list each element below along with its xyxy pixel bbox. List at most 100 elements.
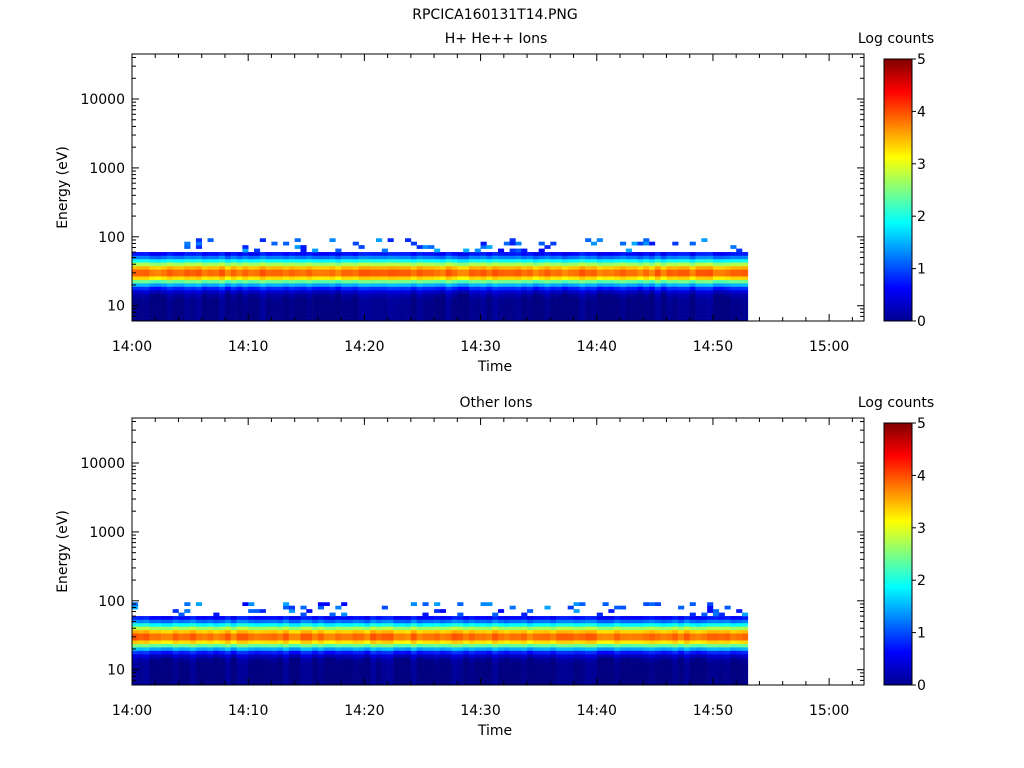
spectrogram-cell [329,310,336,315]
spectrogram-cell [678,286,685,291]
spectrogram-cell [254,286,261,291]
spectrogram-cell [521,667,528,672]
spectrogram-cell [579,258,586,263]
spectrogram-cell [288,664,295,669]
spectrogram-cell [300,643,307,648]
spectrogram-cell [137,279,144,284]
spectrogram-cell [387,674,394,679]
spectrogram-cell [271,252,278,256]
spectrogram-cell [242,636,249,641]
spectrogram-cell [166,653,173,658]
spectrogram-cell [561,674,569,679]
spectrogram-cell [463,265,470,270]
spectrogram-cell [143,678,150,682]
spectrogram-cell [561,629,569,634]
spectrogram-cell [445,671,452,675]
spectrogram-cell [486,619,493,624]
spectrogram-cell [596,657,603,662]
spectrogram-cell [376,317,383,321]
spectrogram-cell [527,681,534,685]
spectrogram-cell [730,633,737,638]
spectrogram-cell [184,303,191,308]
spectrogram-cell [428,310,435,315]
spectrogram-cell [259,671,266,675]
spectrogram-cell [631,314,638,318]
spectrogram-cell [474,276,481,280]
spectrogram-cell [213,640,220,644]
spectrogram-cell [457,636,464,641]
spectrogram-cell [346,303,354,308]
spectrogram-cell [544,255,551,260]
spectrogram-cell [451,626,458,631]
spectrogram-cell [538,262,545,267]
spectrogram-cell [178,279,185,284]
spectrogram-cell [213,283,220,287]
spectrogram-cell [683,636,691,641]
spectrogram-cell [666,626,673,631]
spectrogram-cell [550,269,557,274]
spectrogram-cell [399,262,406,267]
spectrogram-cell [527,657,534,662]
spectrogram-cell [422,629,429,634]
spectrogram-cell [410,262,417,267]
spectrogram-cell [631,626,638,631]
spectrogram-cell [161,289,168,294]
spectrogram-cell [393,681,400,685]
spectrogram-cell [654,262,661,267]
spectrogram-cell [567,653,574,658]
spectrogram-cell [602,653,609,658]
spectrogram-cell [236,286,243,291]
spectrogram-cell [492,303,499,308]
spectrogram-cell [364,276,371,280]
spectrogram-cell [207,296,214,301]
spectrogram-cell [590,276,598,280]
spectrogram-cell [149,616,156,620]
spectrogram-cell [312,619,319,624]
spectrogram-cell [439,650,447,655]
spectrogram-cell [312,616,319,620]
spectrogram-cell [573,667,580,672]
spectrogram-cell [341,255,348,260]
spectrogram-cell [259,238,266,242]
spectrogram-cell [573,293,580,298]
spectrogram-cell [637,636,644,641]
spectrogram-cell [434,629,441,634]
spectrogram-cell [573,650,580,655]
spectrogram-cell [329,664,336,669]
spectrogram-cell [346,636,354,641]
spectrogram-cell [434,633,441,638]
spectrogram-cell [631,674,638,679]
spectrogram-cell [498,681,505,685]
spectrogram-cell [254,671,261,675]
spectrogram-cell [625,262,632,267]
spectrogram-cell [184,629,191,634]
spectrogram-cell [672,650,679,655]
spectrogram-cell [346,657,354,662]
spectrogram-cell [283,640,290,644]
spectrogram-cell [532,258,539,263]
spectrogram-cell [306,636,313,641]
spectrogram-cell [172,314,179,318]
spectrogram-cell [358,293,365,298]
spectrogram-cell [387,314,394,318]
spectrogram-cell [399,255,406,260]
spectrogram-cell [317,681,325,685]
spectrogram-cell [445,660,452,665]
spectrogram-cell [550,636,557,641]
spectrogram-cell [259,269,266,274]
spectrogram-cell [742,307,749,311]
spectrogram-cell [184,314,191,318]
spectrogram-cell [277,272,284,277]
spectrogram-cell [195,303,203,308]
spectrogram-cell [678,307,685,311]
spectrogram-cell [579,276,586,280]
spectrogram-cell [637,650,644,655]
spectrogram-cell [631,653,638,658]
spectrogram-cell [248,629,255,634]
spectrogram-cell [474,248,481,253]
spectrogram-cell [283,602,290,606]
spectrogram-cell [625,678,632,682]
spectrogram-cell [283,653,290,658]
spectrogram-cell [190,681,197,685]
spectrogram-cell [625,657,632,662]
